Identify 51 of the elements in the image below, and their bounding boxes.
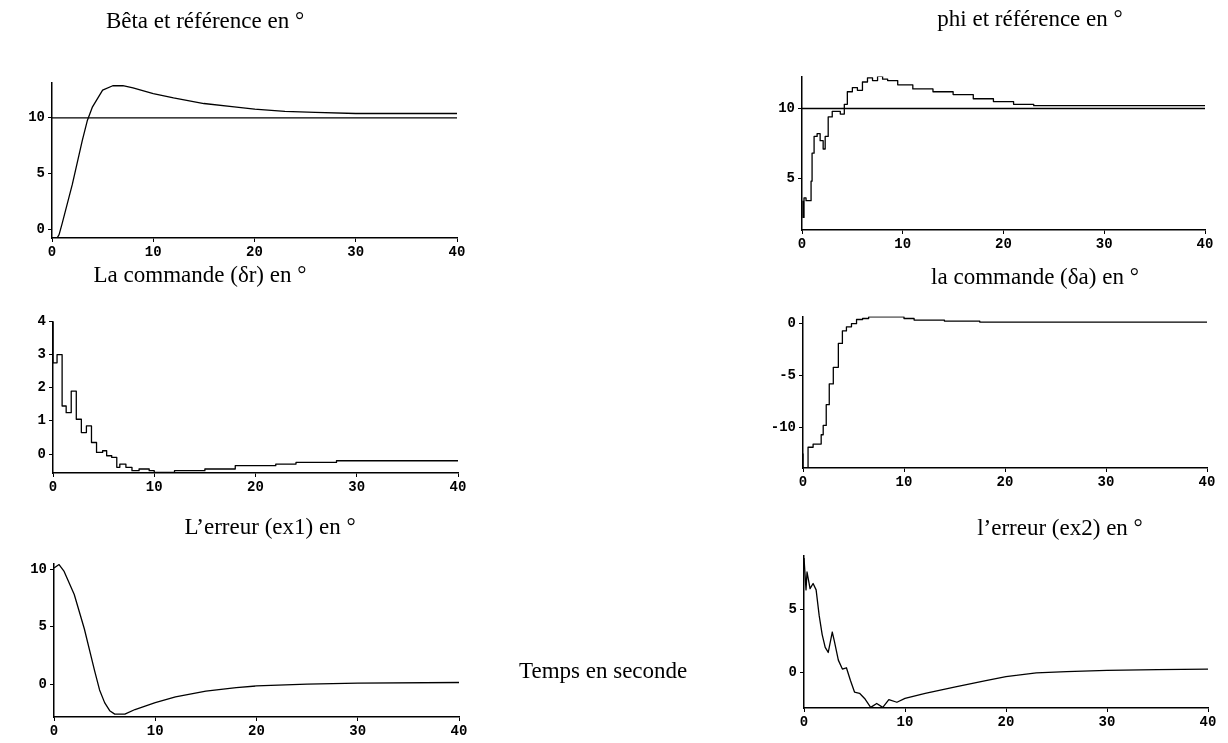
x-tick-label: 20	[248, 722, 265, 739]
x-tick-label: 40	[1198, 473, 1216, 490]
y-tick-label: 0	[38, 675, 47, 692]
x-tick-label: 30	[1098, 713, 1116, 730]
chart-title: l’erreur (ex2) en °	[977, 515, 1143, 541]
y-tick-label: 0	[788, 664, 797, 681]
y-tick-label: 10	[28, 109, 45, 126]
x-tick-label: 30	[1097, 473, 1115, 490]
chart-title: la commande (δa) en °	[931, 264, 1139, 290]
chart-title: phi et référence en °	[937, 6, 1123, 32]
x-tick-label: 20	[996, 473, 1014, 490]
x-tick-label: 0	[799, 713, 809, 730]
text: Temps en seconde	[519, 658, 688, 684]
y-tick-label: 10	[778, 100, 795, 117]
x-tick-label: 0	[49, 722, 59, 739]
y-tick-label: 5	[38, 618, 47, 635]
y-tick-label: 2	[37, 379, 46, 396]
x-tick-label: 30	[347, 243, 365, 260]
y-tick-label: 0	[36, 220, 45, 237]
x-tick-label: 20	[246, 243, 263, 260]
chart-title: La commande (δr) en °	[93, 262, 307, 288]
y-tick-label: -10	[770, 419, 796, 436]
y-tick-label: 0	[37, 445, 46, 462]
y-tick-label: 10	[30, 560, 47, 577]
x-tick-label: 10	[146, 722, 164, 739]
y-tick-label: 4	[37, 312, 46, 329]
y-tick-label: 3	[37, 346, 46, 363]
x-tick-label: 10	[894, 235, 912, 252]
x-tick-label: 40	[449, 478, 467, 495]
y-tick-label: 0	[787, 315, 796, 332]
x-tick-label: 20	[997, 713, 1015, 730]
y-tick-label: 1	[37, 412, 46, 429]
x-tick-label: 40	[1196, 235, 1214, 252]
x-tick-label: 30	[348, 478, 366, 495]
x-tick-label: 10	[896, 713, 914, 730]
chart-title: L’erreur (ex1) en °	[184, 514, 356, 540]
x-tick-label: 20	[995, 235, 1012, 252]
x-tick-label: 10	[145, 478, 163, 495]
x-tick-label: 10	[895, 473, 913, 490]
x-tick-label: 20	[247, 478, 264, 495]
chart-title: Bêta et référence en °	[105, 8, 305, 34]
y-tick-label: -5	[779, 367, 796, 384]
y-tick-label: 5	[788, 600, 797, 617]
y-tick-label: 5	[786, 169, 795, 186]
x-tick-label: 30	[349, 722, 367, 739]
x-tick-label: 40	[448, 243, 466, 260]
x-tick-label: 40	[450, 722, 468, 739]
x-tick-label: 10	[144, 243, 162, 260]
x-tick-label: 40	[1199, 713, 1217, 730]
x-tick-label: 30	[1095, 235, 1113, 252]
y-tick-label: 5	[36, 165, 45, 182]
